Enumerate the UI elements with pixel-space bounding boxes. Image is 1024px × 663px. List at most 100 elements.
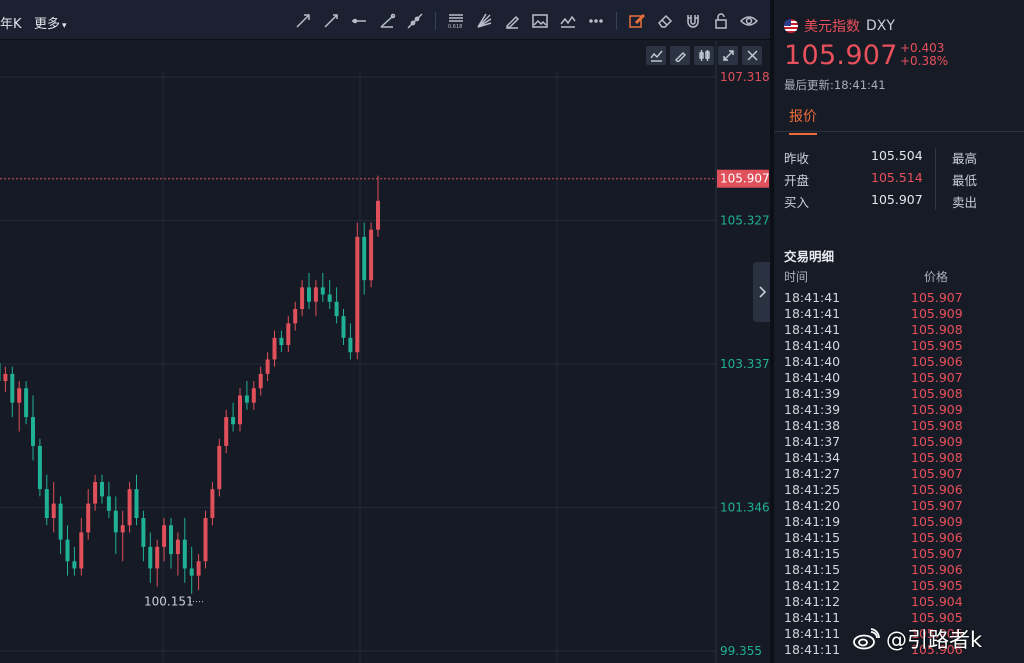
trade-price: 105.905: [911, 578, 963, 593]
trade-row: 18:41:39 105.909: [784, 402, 1024, 418]
trade-row: 18:41:15 105.907: [784, 546, 1024, 562]
fan-icon[interactable]: [473, 10, 495, 32]
quote-label: 买入: [784, 195, 810, 210]
trade-time: 18:41:27: [784, 466, 841, 481]
candle-body: [369, 229, 374, 281]
trade-price: 105.907: [911, 498, 963, 513]
candle-body: [362, 236, 367, 281]
trade-row: 18:41:19 105.909: [784, 514, 1024, 530]
close-icon[interactable]: [742, 46, 762, 65]
symbol-code: DXY: [866, 18, 895, 34]
drawing-tools: 0.618: [292, 10, 788, 32]
candle-body: [300, 287, 305, 309]
trade-time: 18:41:15: [784, 562, 841, 577]
symbol-header: 美元指数 DXY: [784, 16, 895, 36]
trade-time: 18:41:40: [784, 354, 841, 369]
candle-body: [44, 489, 49, 519]
trade-time: 18:41:41: [784, 306, 841, 321]
candle-body: [355, 236, 360, 353]
period-year-k[interactable]: 年K: [0, 17, 22, 32]
candle-body: [0, 363, 1, 382]
candle-body: [238, 395, 242, 425]
trade-row: 18:41:15 105.906: [784, 562, 1024, 578]
trade-row: 18:41:11 105.906: [784, 642, 1024, 658]
candle-body: [31, 417, 35, 446]
candlestick-chart[interactable]: 107.318 105.327 103.337 101.346 99.355 105.90…: [0, 41, 770, 663]
more-periods-dropdown[interactable]: 更多: [34, 13, 67, 32]
candle-body: [189, 568, 194, 576]
horizontal-line-icon[interactable]: [348, 10, 370, 32]
candle-body: [203, 518, 208, 562]
candle-body: [320, 287, 325, 295]
col-time-header: 时间: [784, 270, 809, 284]
y-axis-label: 105.327: [720, 214, 770, 228]
wave-icon[interactable]: [557, 10, 579, 32]
more-dots-icon[interactable]: [585, 10, 607, 32]
trade-price: 105.908: [911, 322, 963, 337]
trades-list[interactable]: 18:41:41 105.907 18:41:41 105.909 18:41:41 10…: [784, 290, 1024, 658]
eraser-icon[interactable]: [654, 10, 676, 32]
candle-body: [224, 417, 229, 446]
trade-row: 18:41:37 105.909: [784, 434, 1024, 450]
trades-title: 交易明细: [784, 249, 835, 264]
candle-body: [293, 308, 298, 324]
eye-icon[interactable]: [738, 10, 760, 32]
arrow-line-icon[interactable]: [320, 10, 342, 32]
trade-row: 18:41:11 105.906: [784, 626, 1024, 642]
trend-angle-icon[interactable]: [376, 10, 398, 32]
lock-icon[interactable]: [710, 10, 732, 32]
trade-row: 18:41:41 105.909: [784, 306, 1024, 322]
candle-body: [169, 525, 173, 555]
ray-line-icon[interactable]: [292, 10, 314, 32]
last-update-time: 最后更新:18:41:41: [784, 78, 886, 92]
candle-style-icon[interactable]: [694, 46, 714, 65]
y-axis-label: 107.318: [720, 70, 770, 84]
edit-active-icon[interactable]: [626, 10, 648, 32]
watermark: @引路者k: [852, 624, 982, 654]
pen-icon[interactable]: [501, 10, 523, 32]
fibonacci-icon[interactable]: 0.618: [445, 10, 467, 32]
trade-row: 18:41:40 105.906: [784, 354, 1024, 370]
change-value: +0.403: [900, 41, 945, 55]
trade-time: 18:41:11: [784, 626, 841, 641]
magnet-icon[interactable]: [682, 10, 704, 32]
current-price-tag-bg: [717, 169, 769, 188]
tab-quote[interactable]: 报价: [789, 106, 817, 135]
candle-body: [334, 301, 339, 317]
trade-price: 105.906: [911, 530, 963, 545]
trade-price: 105.905: [911, 610, 963, 625]
trade-price: 105.906: [911, 626, 963, 641]
trade-row: 18:41:12 105.904: [784, 594, 1024, 610]
trade-price: 105.907: [911, 290, 963, 305]
trade-row: 18:41:25 105.906: [784, 482, 1024, 498]
expand-icon[interactable]: [718, 46, 738, 65]
chevron-right-icon: [758, 286, 766, 298]
panel-divider[interactable]: [770, 0, 774, 663]
trade-row: 18:41:41 105.907: [784, 290, 1024, 306]
trade-time: 18:41:11: [784, 642, 841, 657]
trade-time: 18:41:39: [784, 402, 841, 417]
candle-body: [65, 539, 70, 562]
candle-body: [134, 489, 139, 519]
draw-icon[interactable]: [670, 46, 690, 65]
chart-type-icon[interactable]: [646, 46, 666, 65]
candle-body: [141, 518, 146, 547]
trade-time: 18:41:41: [784, 290, 841, 305]
trade-row: 18:41:27 105.907: [784, 466, 1024, 482]
candle-body: [106, 496, 111, 511]
extended-line-icon[interactable]: [404, 10, 426, 32]
image-icon[interactable]: [529, 10, 551, 32]
quote-value: 105.514: [871, 170, 923, 185]
trade-row: 18:41:40 105.907: [784, 370, 1024, 386]
candle-body: [17, 388, 22, 403]
current-price-tag: 105.907: [720, 172, 770, 186]
candle-body: [3, 373, 8, 382]
quote-table: 昨收 105.504 最高 开盘 105.514 最低 买入 105.907 卖…: [784, 148, 1024, 214]
quote-row: 昨收 105.504 最高: [784, 148, 1024, 170]
drawing-toolbar: 年K 更多 0.618: [0, 0, 783, 40]
trade-time: 18:41:25: [784, 482, 841, 497]
collapse-panel-handle[interactable]: [753, 262, 770, 322]
toolbar-separator: [435, 12, 436, 30]
candle-body: [376, 200, 380, 230]
